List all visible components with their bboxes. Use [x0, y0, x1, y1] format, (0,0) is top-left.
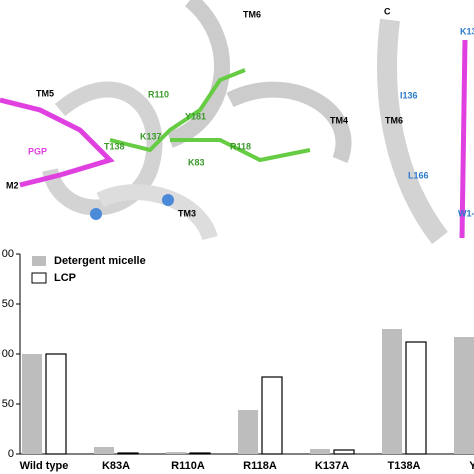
bar — [166, 452, 186, 454]
helix — [42, 81, 163, 216]
structure-label: L166 — [408, 170, 429, 180]
x-tick-label: Wild type — [20, 460, 69, 472]
bar — [310, 449, 330, 454]
bar — [454, 337, 474, 454]
structure-label: TM6 — [243, 9, 261, 19]
structure-label: K83 — [188, 157, 205, 167]
structure-left — [0, 0, 364, 241]
bar — [117, 452, 139, 455]
structure-label: TM3 — [178, 208, 196, 218]
x-tick-label: K83A — [102, 460, 130, 472]
structure-label: Y181 — [185, 111, 206, 121]
bar — [22, 354, 42, 454]
residues — [170, 138, 311, 163]
structure-label: C — [384, 6, 391, 16]
structure-label: K135 — [460, 26, 474, 36]
structure-right — [377, 18, 468, 245]
y-tick-label: 0 — [8, 448, 14, 460]
structure-label: TM6 — [385, 115, 403, 125]
bar — [238, 410, 258, 454]
helix — [377, 18, 448, 245]
structure-label: W1- — [458, 208, 474, 218]
y-tick-label: 00 — [2, 248, 14, 260]
structure-label: TM4 — [330, 115, 348, 125]
legend-label: Detergent micelle — [54, 255, 146, 267]
ion — [90, 208, 102, 220]
y-tick-label: 00 — [2, 348, 14, 360]
legend-label: LCP — [54, 272, 76, 284]
y-tick-label: 50 — [2, 298, 14, 310]
x-tick-label: R118A — [243, 460, 277, 472]
structure-label: R118 — [230, 141, 251, 151]
structure-label: I136 — [400, 90, 418, 100]
ligand — [459, 39, 468, 239]
structure-label: R110 — [148, 89, 169, 99]
x-tick-label: K137A — [315, 460, 349, 472]
y-tick-label: 50 — [2, 398, 14, 410]
legend-swatch — [32, 256, 46, 266]
structure-label: K137 — [140, 131, 162, 141]
bar — [382, 329, 402, 454]
bar — [45, 353, 67, 455]
bar — [94, 447, 114, 454]
x-tick-label: Y1 — [469, 460, 474, 472]
helix — [226, 81, 352, 163]
structure-label: PGP — [28, 146, 47, 156]
structure-label: T138 — [104, 141, 125, 151]
bar — [261, 376, 283, 455]
residues — [109, 68, 246, 153]
bar — [333, 449, 355, 455]
ligand — [0, 97, 115, 188]
structure-label: TM5 — [36, 88, 54, 98]
structure-label: M2 — [6, 180, 19, 190]
x-tick-label: R110A — [171, 460, 205, 472]
x-tick-label: T138A — [387, 460, 420, 472]
legend-swatch — [31, 272, 47, 284]
ion — [162, 194, 174, 206]
bar — [189, 452, 211, 455]
bar — [405, 341, 427, 455]
